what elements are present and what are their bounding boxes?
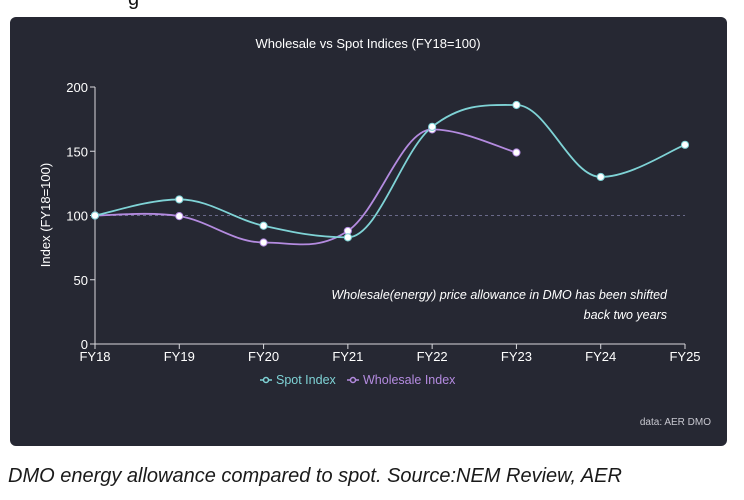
data-point-spot-index	[596, 172, 605, 182]
legend-marker-dot-wholesale	[349, 376, 357, 384]
x-tick-label: FY20	[248, 349, 279, 364]
x-tick-label: FY22	[417, 349, 448, 364]
data-point-spot-index	[343, 233, 352, 242]
x-tick-label: FY25	[669, 349, 700, 364]
series-line-spot-index	[94, 104, 686, 239]
data-point-spot-index	[259, 221, 268, 230]
y-tick-label: 0	[81, 337, 88, 352]
data-point-wholesale-index	[259, 238, 268, 247]
legend-marker-dot-spot	[262, 376, 270, 384]
data-point-wholesale-index	[512, 148, 521, 157]
figure-caption: DMO energy allowance compared to spot. S…	[8, 465, 622, 487]
x-tick-label: FY19	[164, 349, 195, 364]
chart-card: Wholesale vs Spot Indices (FY18=100) Ind…	[10, 17, 727, 446]
line-chart: Wholesale vs Spot Indices (FY18=100) Ind…	[38, 36, 701, 387]
legend-label-spot: Spot Index	[276, 373, 337, 387]
data-point-spot-index	[512, 100, 521, 110]
y-tick-label: 100	[66, 209, 88, 224]
data-point-spot-index	[428, 122, 437, 131]
x-tick-label: FY23	[501, 349, 532, 364]
annotation-line-2: back two years	[584, 308, 667, 322]
legend: Spot Index Wholesale Index	[260, 373, 456, 387]
y-tick-label: 50	[74, 273, 88, 288]
y-tick-label: 150	[66, 144, 88, 159]
y-tick-label: 200	[66, 80, 88, 95]
series-lines	[94, 104, 686, 246]
source-note: data: AER DMO	[639, 417, 711, 428]
chart-title: Wholesale vs Spot Indices (FY18=100)	[255, 36, 480, 51]
legend-item-wholesale[interactable]: Wholesale Index	[347, 373, 456, 387]
data-point-spot-index	[175, 195, 184, 204]
series-line-wholesale-index	[94, 128, 517, 246]
cropped-heading-fragment: g	[128, 0, 139, 11]
y-axis-label: Index (FY18=100)	[38, 163, 53, 267]
data-point-spot-index	[680, 140, 690, 149]
legend-label-wholesale: Wholesale Index	[363, 373, 456, 387]
legend-item-spot[interactable]: Spot Index	[260, 373, 337, 387]
data-point-spot-index	[90, 211, 100, 220]
data-point-wholesale-index	[175, 212, 184, 221]
x-tick-label: FY18	[79, 349, 110, 364]
axes: 0 50 100 150 200 FY18 FY19 FY20 FY21 FY22 FY23 FY24…	[66, 80, 700, 364]
x-tick-label: FY24	[585, 349, 616, 364]
series-points	[90, 100, 690, 247]
x-tick-label: FY21	[332, 349, 363, 364]
annotation-line-1: Wholesale(energy) price allowance in DMO…	[331, 288, 668, 302]
